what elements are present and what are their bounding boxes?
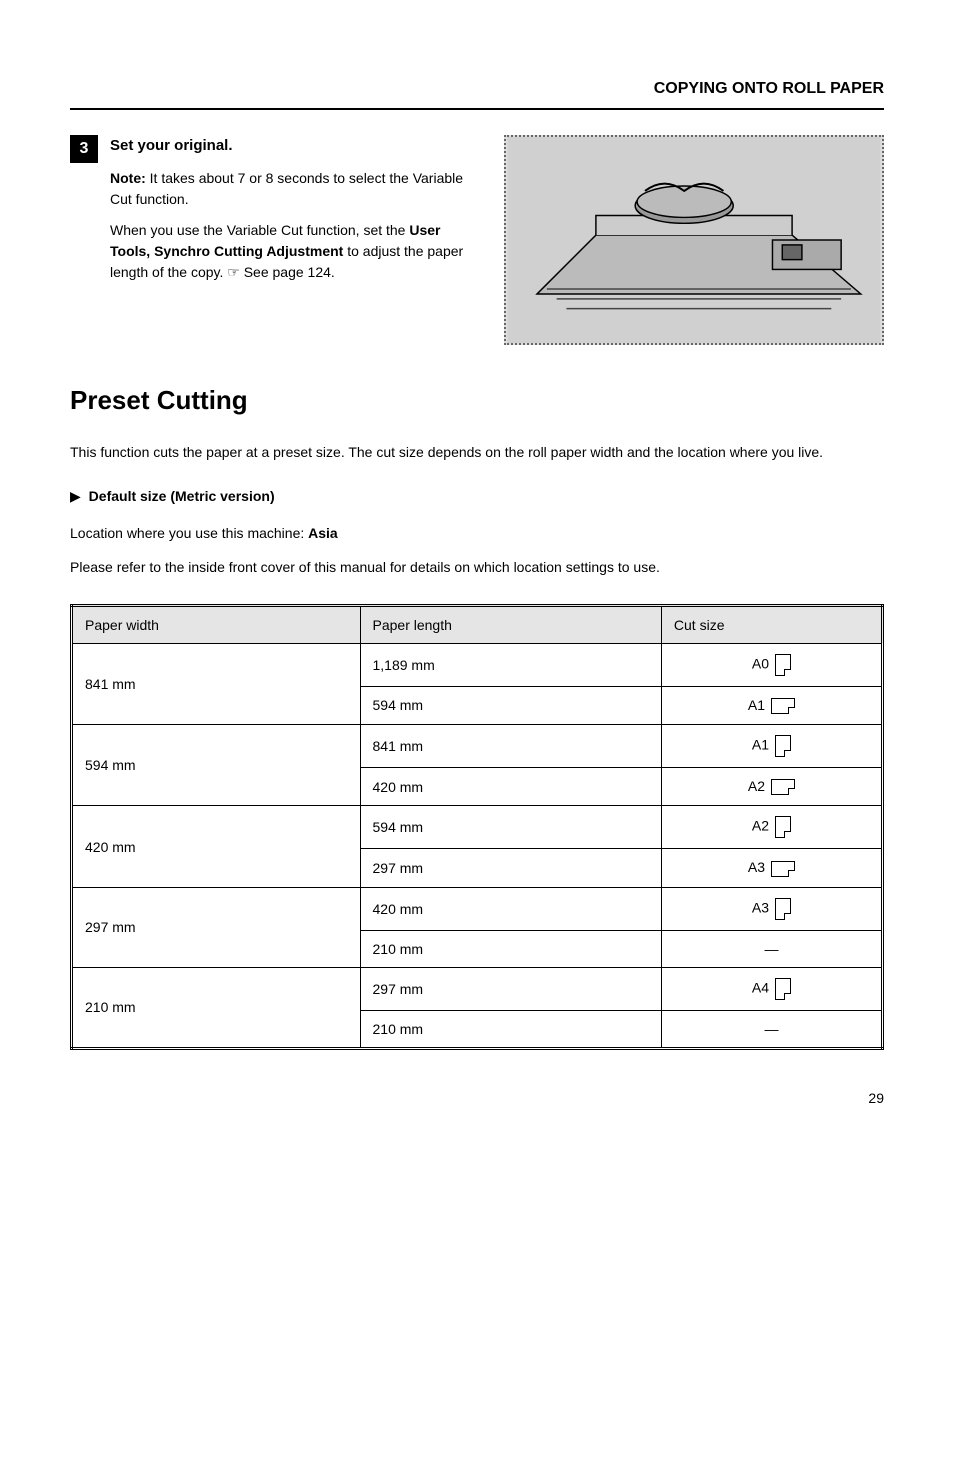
table-header-size: Cut size bbox=[661, 605, 882, 643]
cell-size: A2 bbox=[661, 768, 882, 806]
cell-size: A1 bbox=[661, 725, 882, 768]
printer-illustration bbox=[504, 135, 884, 345]
cell-width: 841 mm bbox=[72, 643, 361, 724]
cell-size: A2 bbox=[661, 806, 882, 849]
cell-size: A3 bbox=[661, 887, 882, 930]
arrow-icon: ▶ bbox=[70, 488, 81, 504]
cell-size: A0 bbox=[661, 643, 882, 686]
cell-size: — bbox=[661, 1010, 882, 1048]
portrait-icon bbox=[775, 654, 791, 676]
cell-width: 297 mm bbox=[72, 887, 361, 967]
cell-width: 420 mm bbox=[72, 806, 361, 887]
cell-length: 210 mm bbox=[360, 930, 661, 967]
note1-body: It takes about 7 or 8 seconds to select … bbox=[110, 170, 463, 207]
landscape-icon bbox=[771, 779, 795, 795]
step-instruction: Set your original. bbox=[110, 135, 484, 158]
cell-length: 420 mm bbox=[360, 768, 661, 806]
step-text: Set your original. Note: It takes about … bbox=[110, 135, 504, 283]
cell-length: 594 mm bbox=[360, 686, 661, 724]
location-line: Location where you use this machine: Asi… bbox=[70, 523, 884, 544]
note-label: Note: bbox=[110, 170, 146, 186]
table-row: 594 mm841 mmA1 bbox=[72, 725, 883, 768]
default-sizes-heading: ▶ Default size (Metric version) bbox=[70, 488, 884, 505]
section-intro: This function cuts the paper at a preset… bbox=[70, 441, 884, 463]
portrait-icon bbox=[775, 978, 791, 1000]
cell-size: — bbox=[661, 930, 882, 967]
cell-size: A4 bbox=[661, 967, 882, 1010]
step-number-badge: 3 bbox=[70, 135, 98, 163]
portrait-icon bbox=[775, 816, 791, 838]
table-row: 841 mm1,189 mmA0 bbox=[72, 643, 883, 686]
cell-size: A1 bbox=[661, 686, 882, 724]
location-prefix: Location where you use this machine: bbox=[70, 525, 308, 541]
section-title: Preset Cutting bbox=[70, 385, 884, 416]
table-header-length: Paper length bbox=[360, 605, 661, 643]
cell-length: 841 mm bbox=[360, 725, 661, 768]
table-row: 210 mm297 mmA4 bbox=[72, 967, 883, 1010]
cell-size: A3 bbox=[661, 849, 882, 887]
cell-width: 594 mm bbox=[72, 725, 361, 806]
table-header-width: Paper width bbox=[72, 605, 361, 643]
cell-length: 420 mm bbox=[360, 887, 661, 930]
printer-icon bbox=[506, 137, 882, 343]
cell-length: 210 mm bbox=[360, 1010, 661, 1048]
portrait-icon bbox=[775, 735, 791, 757]
cell-length: 594 mm bbox=[360, 806, 661, 849]
page-header: COPYING ONTO ROLL PAPER bbox=[70, 80, 884, 110]
portrait-icon bbox=[775, 898, 791, 920]
table-row: 420 mm594 mmA2 bbox=[72, 806, 883, 849]
cut-sizes-table: Paper width Paper length Cut size 841 mm… bbox=[70, 604, 884, 1050]
cell-length: 297 mm bbox=[360, 967, 661, 1010]
cell-width: 210 mm bbox=[72, 967, 361, 1048]
note2-prefix: When you use the Variable Cut function, … bbox=[110, 222, 409, 238]
location-desc: Please refer to the inside front cover o… bbox=[70, 556, 884, 578]
cell-length: 297 mm bbox=[360, 849, 661, 887]
cell-length: 1,189 mm bbox=[360, 643, 661, 686]
landscape-icon bbox=[771, 698, 795, 714]
table-row: 297 mm420 mmA3 bbox=[72, 887, 883, 930]
landscape-icon bbox=[771, 861, 795, 877]
page-number: 29 bbox=[70, 1090, 884, 1106]
default-size-label: Default size (Metric version) bbox=[89, 488, 275, 504]
step-3-row: 3 Set your original. Note: It takes abou… bbox=[70, 135, 884, 345]
location-bold: Asia bbox=[308, 525, 338, 541]
